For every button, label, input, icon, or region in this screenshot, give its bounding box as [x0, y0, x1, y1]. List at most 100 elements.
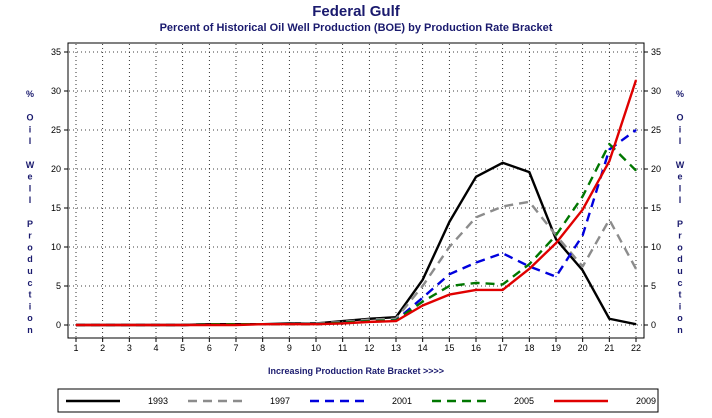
- y-axis-label-char: W: [26, 160, 35, 170]
- data-point-2001: [502, 252, 504, 254]
- data-point-1993: [502, 162, 504, 164]
- y-axis-label-char: l: [29, 136, 32, 146]
- grid: [69, 44, 643, 337]
- x-tick-label: 1: [73, 343, 78, 353]
- y-tick-label-left: 15: [51, 203, 61, 213]
- series-line-2005: [76, 142, 637, 327]
- data-point-1993: [422, 279, 424, 281]
- y-axis-label-char: o: [27, 313, 33, 323]
- legend-label-2009: 2009: [636, 396, 656, 406]
- y-tick-label-right: 35: [651, 47, 661, 57]
- data-point-2005: [528, 263, 530, 265]
- data-point-2001: [635, 129, 637, 131]
- series-line-1993: [76, 161, 637, 327]
- data-point-1997: [608, 219, 610, 221]
- data-point-2009: [555, 242, 557, 244]
- series-group: [75, 79, 638, 327]
- x-tick-label: 16: [471, 343, 481, 353]
- y-axis-label-char: i: [679, 301, 682, 311]
- y-axis-label-char: l: [679, 136, 682, 146]
- data-point-1993: [448, 221, 450, 223]
- y-axis-label-char: u: [677, 266, 683, 276]
- axes: 1 2 3 4 5 6 7 8 9 10 11 12 13 14 15 16 17 18 19 20 21 220 05 51…: [51, 47, 661, 353]
- y-axis-label-char: n: [677, 325, 683, 335]
- y-axis-label-char: o: [27, 242, 33, 252]
- y-axis-label-char: d: [677, 254, 683, 264]
- y-tick-label-right: 0: [651, 320, 656, 330]
- data-point-1993: [635, 323, 637, 325]
- y-axis-label-char: l: [29, 195, 32, 205]
- x-tick-label: 19: [551, 343, 561, 353]
- chart-title: Federal Gulf: [312, 3, 401, 20]
- data-point-2005: [502, 283, 504, 286]
- y-tick-label-left: 5: [56, 281, 61, 291]
- y-axis-label-char: l: [679, 183, 682, 193]
- y-axis-label-char: r: [678, 231, 682, 241]
- x-tick-label: 22: [631, 343, 641, 353]
- data-point-2009: [475, 289, 477, 291]
- data-point-2009: [422, 304, 424, 307]
- x-tick-label: 20: [578, 343, 588, 353]
- data-point-1993: [475, 176, 477, 178]
- data-point-2009: [395, 320, 397, 322]
- x-tick-label: 21: [604, 343, 614, 353]
- data-point-2009: [262, 323, 264, 325]
- y-tick-label-left: 25: [51, 125, 61, 135]
- data-point-1997: [582, 265, 584, 268]
- x-tick-label: 4: [153, 343, 158, 353]
- x-axis-label: Increasing Production Rate Bracket >>>>: [268, 366, 444, 376]
- y-axis-label-char: l: [679, 195, 682, 205]
- y-axis-label-char: P: [27, 219, 33, 229]
- y-tick-label-right: 15: [651, 203, 661, 213]
- legend-box: [57, 388, 659, 413]
- data-point-1997: [502, 205, 504, 208]
- data-point-1993: [555, 238, 557, 240]
- series-line-2009: [76, 79, 638, 327]
- y-tick-label-right: 20: [651, 164, 661, 174]
- y-axis-label-char: r: [28, 231, 32, 241]
- y-axis-label-char: e: [27, 172, 32, 182]
- x-tick-label: 17: [498, 343, 508, 353]
- data-point-2009: [182, 324, 184, 326]
- data-point-1997: [368, 318, 370, 321]
- y-tick-label-right: 10: [651, 242, 661, 252]
- data-point-2005: [555, 234, 557, 236]
- data-point-2009: [368, 321, 370, 323]
- x-tick-label: 14: [418, 343, 428, 353]
- y-axis-label-char: %: [676, 89, 684, 99]
- y-axis-label-char: l: [29, 183, 32, 193]
- data-point-2005: [422, 301, 424, 303]
- plot-frame: [67, 42, 645, 339]
- data-point-2005: [448, 285, 450, 287]
- legend: 1993 1997 2001 2005 2009: [66, 396, 656, 406]
- x-tick-label: 5: [180, 343, 185, 353]
- data-point-2009: [75, 324, 77, 326]
- legend-label-1993: 1993: [148, 396, 168, 406]
- y-tick-label-left: 30: [51, 86, 61, 96]
- x-tick-label: 8: [260, 343, 265, 353]
- data-point-2001: [528, 265, 530, 268]
- data-point-2009: [288, 323, 290, 325]
- x-tick-label: 12: [364, 343, 374, 353]
- data-point-1997: [475, 216, 477, 218]
- data-point-2009: [102, 324, 104, 326]
- data-point-2009: [582, 208, 584, 211]
- y-tick-label-left: 35: [51, 47, 61, 57]
- y-axis-label-char: u: [27, 266, 33, 276]
- chart-subtitle: Percent of Historical Oil Well Productio…: [160, 22, 553, 34]
- data-point-2005: [475, 282, 477, 284]
- y-axis-label-char: n: [27, 325, 33, 335]
- y-axis-label-char: i: [29, 301, 32, 311]
- y-axis-label-char: i: [29, 124, 32, 134]
- y-tick-label-left: 0: [56, 320, 61, 330]
- data-point-2009: [342, 322, 344, 325]
- data-point-2005: [582, 195, 584, 197]
- y-axis-label-char: t: [679, 290, 682, 300]
- x-tick-label: 6: [207, 343, 212, 353]
- data-point-2009: [448, 293, 450, 296]
- data-point-2009: [502, 289, 504, 291]
- data-point-2001: [422, 297, 424, 299]
- y-axis-label-char: P: [677, 219, 683, 229]
